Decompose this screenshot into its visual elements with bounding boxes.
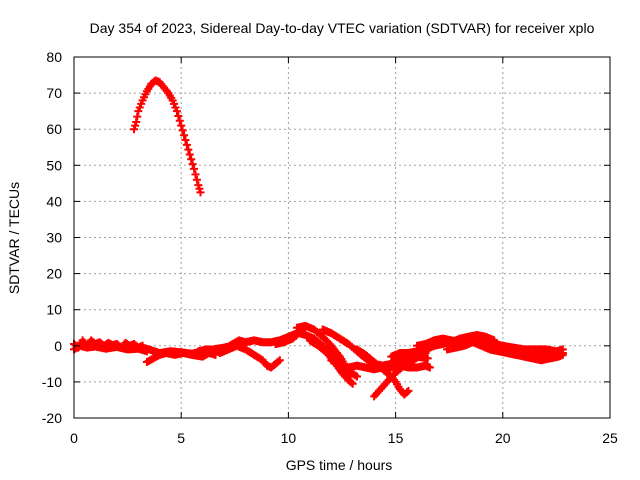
data-point [133,112,142,121]
x-tick-label: 5 [177,430,185,446]
data-point [403,388,412,397]
series-arc-high [130,76,205,197]
data-point [190,164,199,173]
data-point [196,188,205,197]
data-point [348,379,357,388]
x-tick-label: 25 [602,430,618,446]
series-base-17 [447,332,567,359]
data-point [192,175,201,184]
data-point [274,357,283,366]
y-tick-label: 60 [46,121,62,137]
data-point [275,356,284,365]
data-point [185,150,194,159]
data-point [175,116,184,125]
x-axis: 0 5 10 15 20 25 [70,57,618,446]
data-point [177,121,186,130]
y-tick-label: 30 [46,230,62,246]
data-point [180,131,189,140]
y-tick-label: 20 [46,266,62,282]
data-point [404,386,413,395]
x-tick-label: 0 [70,430,78,446]
data-point [184,145,193,154]
y-axis-title: SDTVAR / TECUs [6,182,22,294]
y-axis: -20 -10 0 10 20 30 40 50 60 70 80 [42,49,610,426]
y-tick-label: 40 [46,193,62,209]
y-tick-label: -20 [42,410,62,426]
data-point [182,140,191,149]
x-tick-label: 10 [281,430,297,446]
y-tick-label: 10 [46,302,62,318]
y-tick-label: 70 [46,85,62,101]
data-point [558,349,567,358]
y-tick-label: 80 [46,49,62,65]
series-base-4 [142,349,220,367]
data-point [187,155,196,164]
x-tick-label: 20 [495,430,511,446]
chart-title: Day 354 of 2023, Sidereal Day-to-day VTE… [90,20,595,36]
x-axis-title: GPS time / hours [286,457,393,473]
series-base-6 [215,341,284,372]
data-point [172,107,181,116]
data-point [425,363,434,372]
series-base-12 [353,345,413,399]
series-base-13 [370,349,430,401]
data-point [347,378,356,387]
y-tick-label: -10 [42,374,62,390]
data-point [423,354,432,363]
data-point [181,136,190,145]
x-tick-label: 15 [388,430,404,446]
y-tick-label: 50 [46,157,62,173]
data-point [188,160,197,169]
data-point [178,126,187,135]
data-series [70,76,567,401]
data-point [132,117,141,126]
data-point [191,170,200,179]
y-tick-label: 0 [54,338,62,354]
data-point [174,111,183,120]
